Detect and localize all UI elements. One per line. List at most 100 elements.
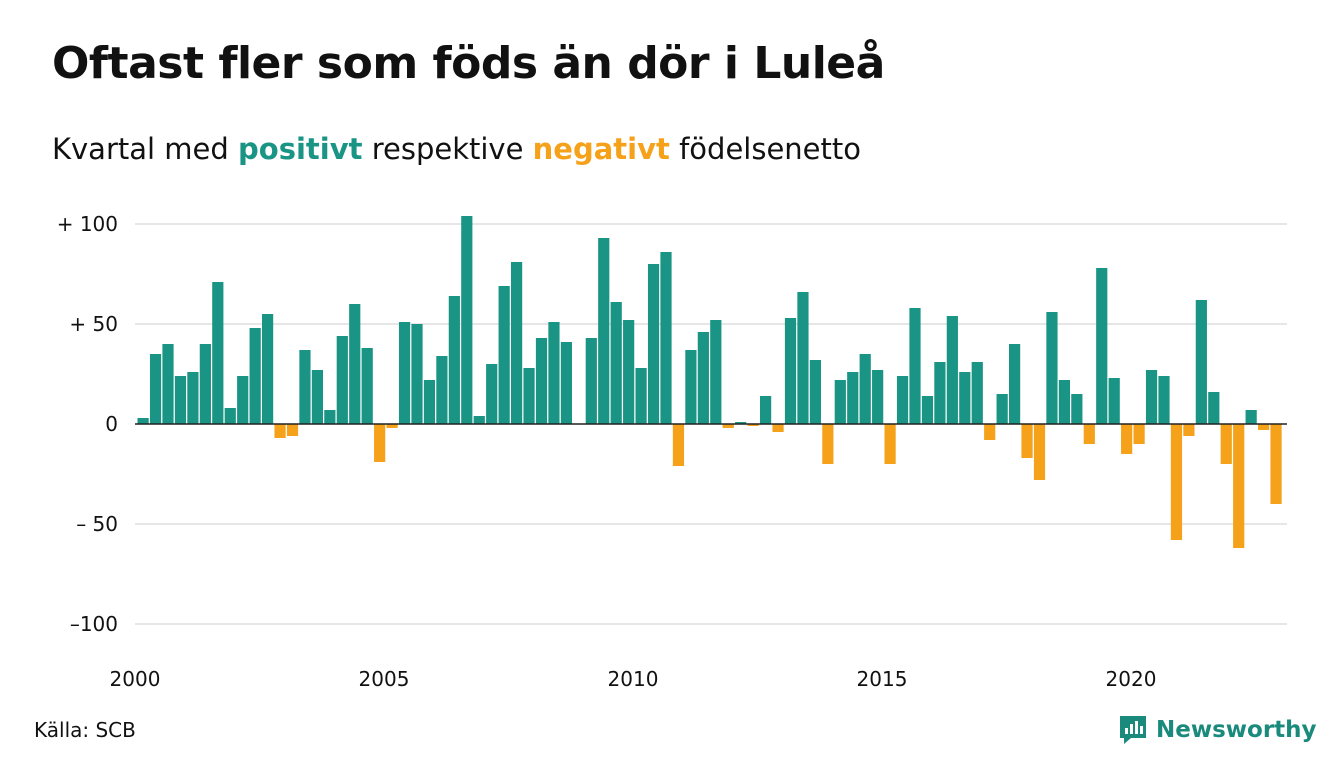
bar: [959, 372, 971, 424]
bar: [1083, 424, 1095, 444]
bar: [1208, 392, 1220, 424]
bar: [834, 380, 846, 424]
bar: [560, 342, 572, 424]
bar: [374, 424, 386, 462]
y-tick-label: + 100: [57, 212, 118, 236]
newsworthy-logo-icon: [1120, 716, 1146, 744]
bar: [1195, 300, 1207, 424]
bar: [710, 320, 722, 424]
x-tick-label: 2005: [359, 667, 410, 691]
bar: [872, 370, 884, 424]
bar: [635, 368, 647, 424]
bar: [162, 344, 174, 424]
bar: [797, 292, 809, 424]
chart-subtitle: Kvartal med positivt respektive negativt…: [52, 132, 861, 166]
x-tick-label: 2020: [1106, 667, 1157, 691]
bar: [511, 262, 523, 424]
bar-chart: + 100 + 50 0 – 50 –100 2000 2005 2010 2015 2020: [57, 212, 1287, 691]
bar: [324, 410, 336, 424]
bar: [486, 364, 498, 424]
bar: [685, 350, 697, 424]
bar: [1220, 424, 1232, 464]
bar: [884, 424, 896, 464]
bar: [1133, 424, 1145, 444]
bar: [386, 424, 398, 428]
bar: [311, 370, 323, 424]
bar: [784, 318, 797, 424]
bar: [747, 424, 759, 426]
bar: [274, 424, 286, 438]
bar: [1245, 410, 1257, 424]
y-tick-label: – 50: [76, 512, 118, 536]
bar: [921, 396, 934, 424]
bar: [647, 264, 660, 424]
bar: [946, 316, 958, 424]
bar: [423, 380, 436, 424]
subtitle-middle: respektive: [371, 132, 524, 166]
bar: [585, 338, 597, 424]
bar: [1170, 424, 1183, 540]
bar: [461, 216, 473, 424]
bar: [722, 424, 734, 428]
y-tick-label: –100: [70, 612, 118, 636]
bar: [660, 252, 672, 424]
bar: [847, 372, 859, 424]
bar: [349, 304, 361, 424]
x-tick-label: 2000: [110, 667, 161, 691]
bar: [623, 320, 635, 424]
bar: [436, 356, 448, 424]
bar: [760, 396, 772, 424]
bar: [1258, 424, 1270, 430]
source-note: Källa: SCB: [34, 718, 136, 742]
bar: [473, 416, 485, 424]
bar: [697, 332, 709, 424]
bar: [249, 328, 261, 424]
bar: [548, 322, 560, 424]
subtitle-positive-word: positivt: [238, 132, 363, 166]
bar: [174, 376, 187, 424]
bar: [498, 286, 510, 424]
bar: [224, 408, 236, 424]
bar: [262, 314, 274, 424]
y-tick-label: + 50: [69, 312, 118, 336]
bar: [909, 308, 921, 424]
x-tick-label: 2010: [608, 667, 659, 691]
y-tick-label: 0: [105, 412, 118, 436]
bar: [735, 422, 747, 424]
bars: [137, 216, 1282, 548]
brand-name: Newsworthy: [1156, 717, 1317, 743]
brand-logo: Newsworthy: [1118, 712, 1317, 748]
bar: [1033, 424, 1046, 480]
bar: [896, 376, 909, 424]
bar: [286, 424, 299, 436]
subtitle-prefix: Kvartal med: [52, 132, 229, 166]
bar: [672, 424, 685, 466]
bar: [448, 296, 460, 424]
bar: [822, 424, 834, 464]
bar: [237, 376, 249, 424]
bar: [411, 324, 423, 424]
bar: [934, 362, 946, 424]
bar: [137, 418, 149, 424]
bar: [1058, 380, 1070, 424]
bar: [535, 338, 548, 424]
bar: [398, 322, 411, 424]
bar: [1158, 376, 1170, 424]
bar: [1121, 424, 1133, 454]
bar: [1096, 268, 1108, 424]
bar: [610, 302, 622, 424]
bar: [299, 350, 311, 424]
bar: [1108, 378, 1120, 424]
bar: [523, 368, 535, 424]
subtitle-suffix: födelsenetto: [679, 132, 861, 166]
bar: [996, 394, 1008, 424]
bar: [1183, 424, 1195, 436]
bar: [1270, 424, 1282, 504]
bar: [187, 372, 199, 424]
bar: [212, 282, 224, 424]
bar: [1233, 424, 1245, 548]
bar: [984, 424, 996, 440]
bar: [1145, 370, 1158, 424]
bar: [598, 238, 610, 424]
bar: [149, 354, 162, 424]
